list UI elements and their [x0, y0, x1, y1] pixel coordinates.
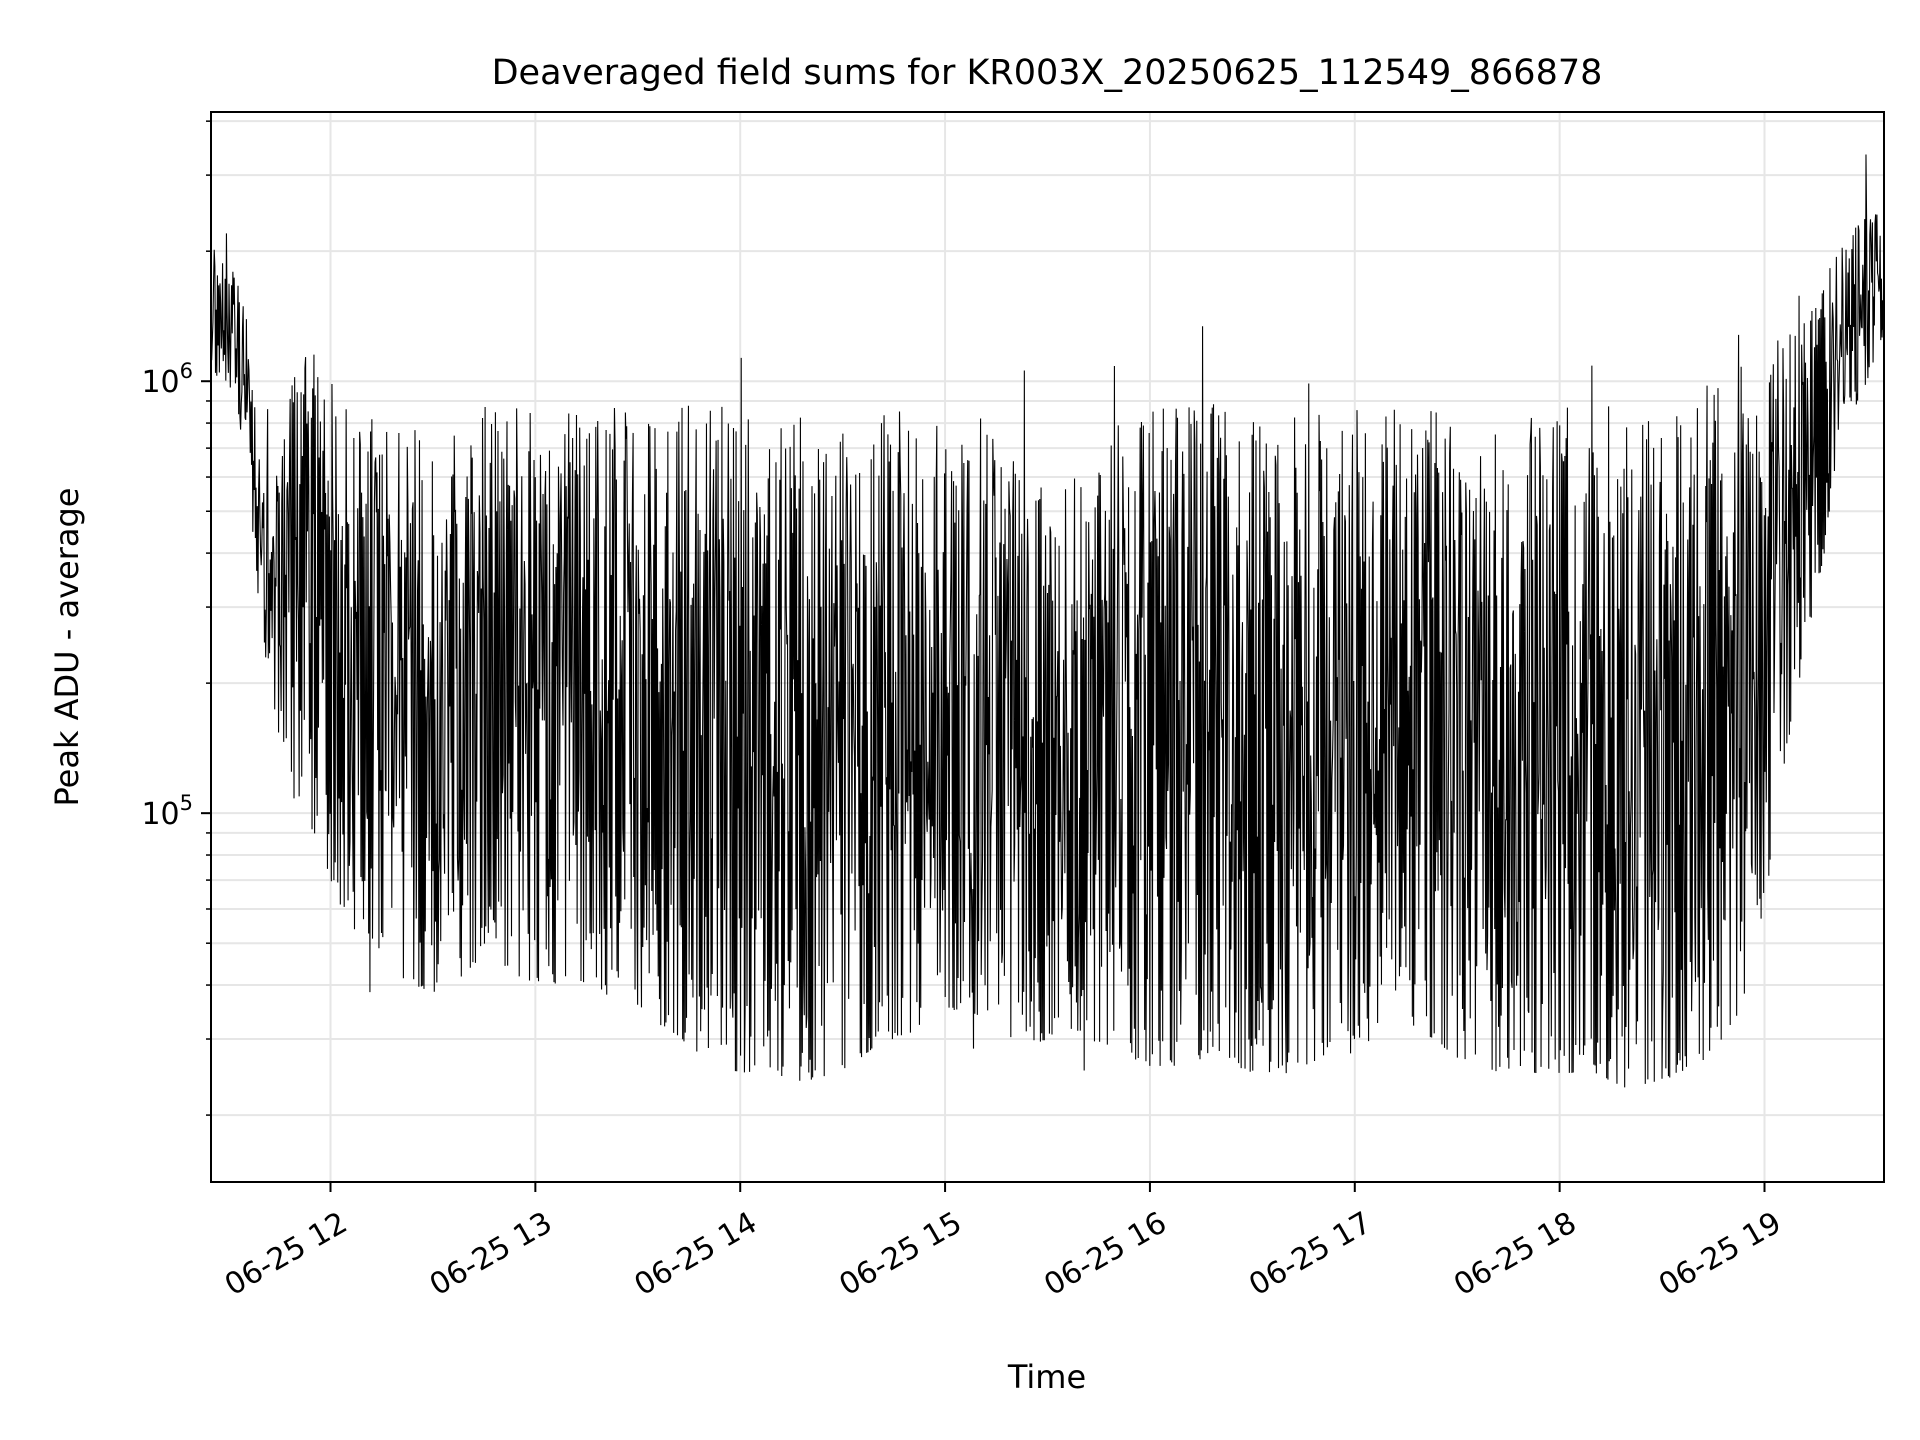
y-axis: 105 106 — [141, 120, 211, 1116]
series-polyline — [210, 154, 1885, 1088]
y-axis-label: Peak ADU - average — [48, 488, 86, 807]
y-tick-label: 105 — [141, 791, 193, 832]
y-tick-label: 106 — [141, 359, 193, 400]
x-axis-label: Time — [1007, 1358, 1086, 1396]
series-line — [210, 154, 1885, 1088]
chart-title: Deaveraged field sums for KR003X_2025062… — [492, 53, 1603, 93]
plot-frame — [210, 111, 1885, 1183]
